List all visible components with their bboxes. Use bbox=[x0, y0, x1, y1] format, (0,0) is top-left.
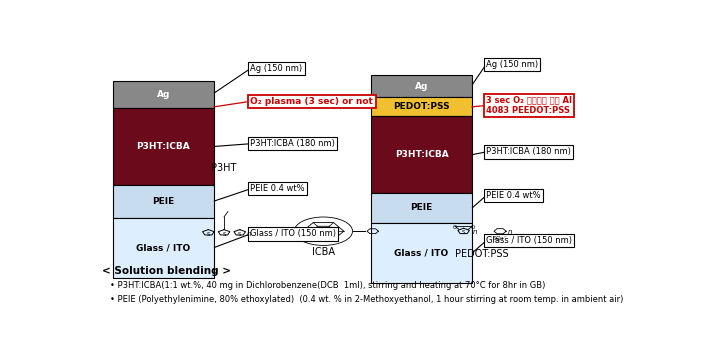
Bar bbox=[113, 81, 214, 108]
Text: PEIE 0.4 wt%: PEIE 0.4 wt% bbox=[251, 184, 305, 193]
Text: S: S bbox=[462, 230, 466, 235]
Text: P3HT:ICBA (180 nm): P3HT:ICBA (180 nm) bbox=[486, 147, 571, 157]
Text: PEIE: PEIE bbox=[411, 203, 433, 213]
Bar bbox=[113, 185, 214, 218]
Text: P3HT: P3HT bbox=[211, 163, 237, 173]
Text: Ag (150 nm): Ag (150 nm) bbox=[251, 64, 303, 73]
Text: Glass / ITO: Glass / ITO bbox=[395, 248, 449, 258]
Text: PEIE: PEIE bbox=[152, 197, 174, 206]
Text: Glass / ITO (150 nm): Glass / ITO (150 nm) bbox=[486, 236, 572, 245]
Bar bbox=[371, 75, 472, 97]
Bar bbox=[371, 97, 472, 116]
Text: PEIE 0.4 wt%: PEIE 0.4 wt% bbox=[486, 191, 541, 200]
Text: • PEIE (Polyethylenimine, 80% ethoxylated)  (0.4 wt. % in 2-Methoxyethanol, 1 ho: • PEIE (Polyethylenimine, 80% ethoxylate… bbox=[110, 295, 623, 304]
Bar bbox=[371, 193, 472, 223]
Text: n: n bbox=[473, 229, 478, 235]
Text: • P3HT:ICBA(1:1 wt.%, 40 mg in Dichlorobenzene(DCB  1ml), stirring and heating a: • P3HT:ICBA(1:1 wt.%, 40 mg in Dichlorob… bbox=[110, 282, 545, 290]
Bar bbox=[113, 108, 214, 185]
Text: Glass / ITO: Glass / ITO bbox=[136, 243, 190, 252]
Text: PEDOT:PSS: PEDOT:PSS bbox=[393, 102, 450, 111]
Text: P3HT:ICBA (180 nm): P3HT:ICBA (180 nm) bbox=[251, 139, 335, 148]
Text: SO₃⁻: SO₃⁻ bbox=[493, 236, 508, 241]
Text: Glass / ITO (150 nm): Glass / ITO (150 nm) bbox=[251, 229, 337, 239]
Text: ICBA: ICBA bbox=[312, 247, 335, 257]
Text: n: n bbox=[508, 229, 513, 235]
Text: PEDOT:PSS: PEDOT:PSS bbox=[455, 250, 508, 260]
Text: S: S bbox=[206, 232, 210, 237]
Bar bbox=[371, 223, 472, 283]
Bar bbox=[371, 116, 472, 193]
Text: S: S bbox=[222, 232, 226, 237]
Text: 3 sec O₂ 플라즈마 이후 AI
4083 PEEDOT:PSS: 3 sec O₂ 플라즈마 이후 AI 4083 PEEDOT:PSS bbox=[486, 96, 572, 115]
Text: O: O bbox=[471, 225, 474, 230]
Text: n: n bbox=[246, 230, 251, 236]
Text: O: O bbox=[452, 225, 457, 230]
Text: S: S bbox=[238, 232, 242, 237]
Text: P3HT:ICBA: P3HT:ICBA bbox=[395, 150, 448, 159]
Text: Ag: Ag bbox=[157, 90, 170, 99]
Text: Ag: Ag bbox=[415, 82, 428, 91]
Text: Ag (150 nm): Ag (150 nm) bbox=[486, 60, 538, 69]
Text: P3HT:ICBA: P3HT:ICBA bbox=[137, 142, 190, 151]
Bar bbox=[113, 218, 214, 278]
Text: O₂ plasma (3 sec) or not: O₂ plasma (3 sec) or not bbox=[251, 97, 374, 106]
Text: < Solution blending >: < Solution blending > bbox=[101, 266, 231, 276]
